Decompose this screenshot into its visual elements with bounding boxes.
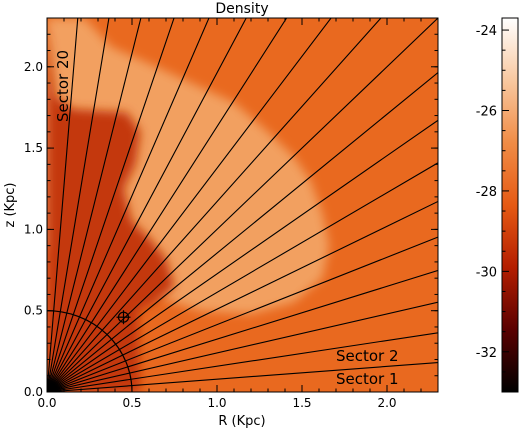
sector-line bbox=[47, 18, 110, 392]
colorbar-tick-label: -26 bbox=[476, 104, 497, 119]
sector-label-2: Sector 2 bbox=[336, 347, 399, 365]
colorbar-tick-label: -28 bbox=[476, 185, 497, 200]
x-axis-label: R (Kpc) bbox=[218, 414, 265, 429]
y-tick-label: 0.5 bbox=[24, 304, 43, 318]
sector-line bbox=[47, 18, 175, 392]
sector-line bbox=[47, 269, 438, 392]
x-tick-label: 0.5 bbox=[122, 396, 141, 410]
colorbar-tick-label: -32 bbox=[476, 346, 497, 361]
colorbar: -32 -30 -28 -26 -24 bbox=[476, 17, 519, 393]
colorbar-frame bbox=[501, 17, 519, 393]
sector-line bbox=[47, 362, 438, 392]
x-tick-label: 2.0 bbox=[377, 396, 396, 410]
y-tick-label: 0.0 bbox=[24, 385, 43, 399]
x-tick-label: 0.0 bbox=[37, 396, 56, 410]
sector-line bbox=[47, 18, 142, 392]
inner-circle-arc bbox=[47, 310, 133, 392]
sector-line bbox=[47, 18, 332, 392]
sector-line bbox=[47, 18, 382, 392]
sector-line bbox=[47, 18, 210, 392]
x-tick-label: 1.0 bbox=[207, 396, 226, 410]
marker bbox=[116, 310, 131, 325]
sector-line bbox=[47, 18, 438, 392]
y-axis-label: z (Kpc) bbox=[3, 182, 18, 227]
x-axis: 0.0 0.5 1.0 1.5 2.0 bbox=[37, 18, 422, 410]
sector-line bbox=[47, 18, 288, 392]
colorbar-bar bbox=[502, 18, 518, 392]
colorbar-tick-label: -24 bbox=[476, 24, 497, 39]
sector-line bbox=[47, 301, 438, 392]
colorbar-ticks: -32 -30 -28 -26 -24 bbox=[476, 24, 509, 393]
sector-lines bbox=[47, 18, 438, 392]
sector-line bbox=[47, 200, 438, 392]
plot-frame bbox=[46, 17, 439, 393]
sector-line bbox=[47, 236, 438, 392]
sector-line bbox=[47, 18, 79, 392]
chart-title: Density bbox=[215, 1, 268, 17]
sector-label-1: Sector 1 bbox=[336, 370, 399, 388]
sector-label-20: Sector 20 bbox=[54, 50, 72, 122]
y-tick-label: 2.0 bbox=[24, 60, 43, 74]
sector-line bbox=[47, 332, 438, 392]
x-tick-label: 1.5 bbox=[292, 396, 311, 410]
sector-line bbox=[47, 18, 247, 392]
y-tick-label: 1.0 bbox=[24, 222, 43, 236]
sector-line bbox=[47, 71, 438, 392]
y-tick-label: 1.5 bbox=[24, 141, 43, 155]
colorbar-tick-label: -30 bbox=[476, 265, 497, 280]
heatmap bbox=[47, 18, 438, 392]
y-axis: 0.0 0.5 1.0 1.5 2.0 bbox=[24, 33, 438, 399]
sector-line bbox=[47, 162, 438, 392]
sector-line bbox=[47, 119, 438, 392]
